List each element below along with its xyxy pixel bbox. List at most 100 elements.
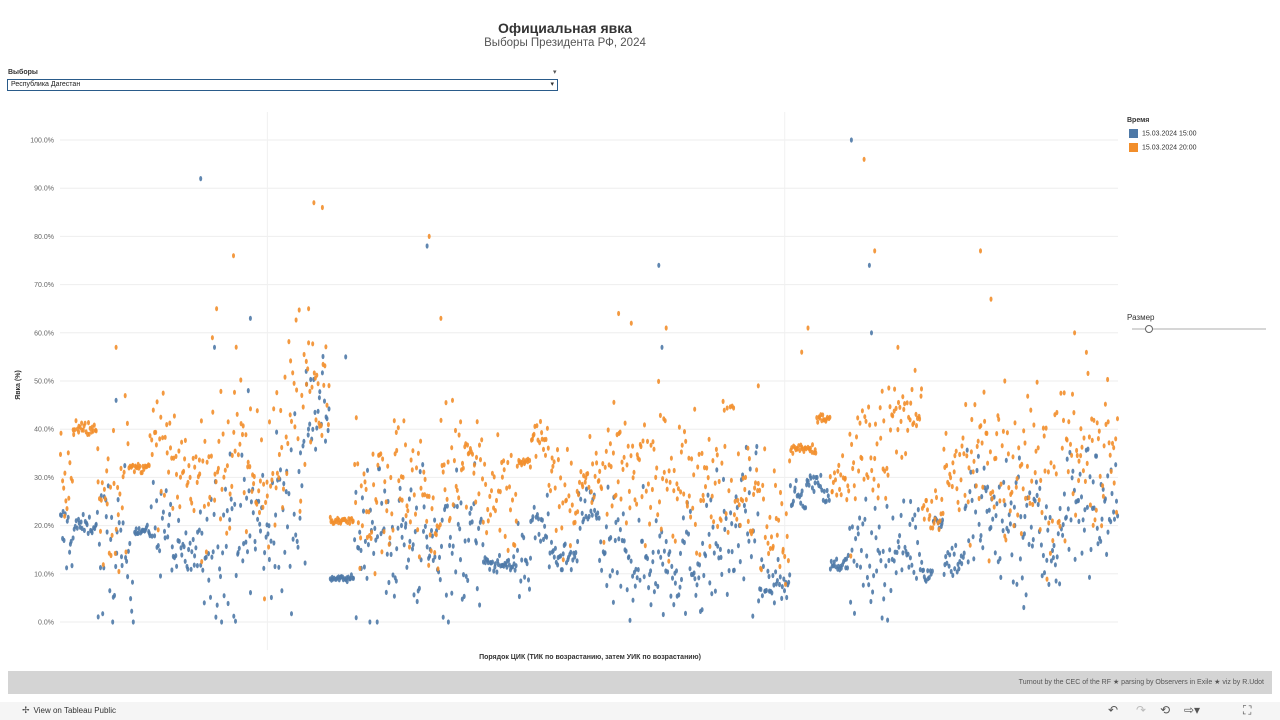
data-point	[814, 450, 818, 456]
data-point	[579, 496, 583, 502]
data-point	[359, 547, 363, 553]
data-point	[260, 437, 263, 443]
data-point	[433, 517, 437, 523]
data-point	[934, 488, 937, 494]
data-point	[761, 563, 765, 569]
data-point	[1091, 479, 1095, 485]
data-point	[582, 473, 586, 479]
data-point	[1039, 542, 1043, 548]
data-point	[359, 535, 363, 541]
data-point	[867, 582, 871, 588]
data-point	[760, 557, 764, 563]
data-point	[530, 436, 534, 442]
revert-icon[interactable]: ⟲	[1160, 703, 1171, 717]
data-point	[375, 499, 379, 505]
data-point	[392, 593, 396, 599]
data-point	[695, 550, 699, 556]
data-point	[597, 515, 601, 521]
data-point	[1115, 498, 1118, 504]
data-point	[122, 469, 126, 475]
legend-item-2000[interactable]: 15.03.2024 20:00	[1129, 143, 1197, 153]
fullscreen-icon[interactable]: ⛶	[1243, 703, 1252, 717]
legend-item-1500[interactable]: 15.03.2024 15:00	[1129, 129, 1197, 139]
data-point	[1089, 546, 1093, 553]
data-point	[525, 561, 529, 567]
data-point	[1057, 518, 1061, 524]
data-point	[1016, 512, 1020, 518]
data-point	[640, 494, 644, 500]
data-point	[75, 525, 79, 531]
data-point	[1099, 538, 1103, 544]
data-point	[267, 544, 271, 550]
data-point	[242, 476, 246, 482]
data-point	[742, 502, 746, 509]
data-point	[937, 526, 941, 533]
data-point	[189, 566, 193, 572]
data-point	[307, 340, 311, 346]
data-point	[904, 451, 908, 457]
data-point	[785, 533, 789, 539]
data-point	[908, 521, 912, 527]
data-point	[306, 432, 310, 438]
data-point	[701, 540, 705, 546]
data-point	[266, 531, 270, 537]
data-point	[469, 505, 473, 511]
data-point	[977, 521, 981, 527]
data-point	[631, 597, 635, 603]
data-point	[1041, 552, 1045, 559]
view-on-tableau-public-link[interactable]: ✢ View on Tableau Public	[22, 705, 116, 716]
y-tick-label: 60.0%	[34, 330, 54, 337]
data-point	[313, 409, 317, 415]
size-slider-handle[interactable]	[1145, 325, 1153, 333]
filter-menu-icon[interactable]: ▾	[553, 69, 557, 76]
data-point	[659, 526, 663, 532]
election-filter-select[interactable]: Республика Дагестан ▾	[7, 79, 558, 91]
data-point	[979, 248, 982, 254]
data-point	[621, 511, 625, 517]
data-point	[69, 538, 73, 544]
data-point	[362, 564, 366, 570]
data-point	[408, 538, 412, 544]
data-point	[356, 461, 360, 467]
data-point	[1070, 452, 1074, 458]
data-point	[911, 516, 915, 522]
data-point	[877, 524, 881, 530]
data-point	[529, 555, 532, 561]
data-point	[1044, 504, 1048, 510]
size-slider-track[interactable]	[1132, 328, 1266, 330]
data-point	[651, 549, 655, 555]
data-point	[85, 522, 89, 528]
data-point	[651, 559, 655, 565]
data-point	[229, 496, 233, 502]
data-point	[871, 487, 875, 493]
data-point	[944, 430, 948, 436]
redo-icon[interactable]: ↷	[1136, 703, 1147, 717]
data-point	[912, 420, 916, 426]
data-point	[92, 422, 96, 428]
data-point	[667, 558, 671, 564]
data-point	[556, 562, 560, 568]
share-icon[interactable]: ⇨▾	[1184, 703, 1201, 717]
data-point	[207, 454, 211, 460]
data-point	[284, 489, 288, 495]
data-point	[197, 527, 201, 533]
data-point	[475, 454, 478, 460]
data-point	[869, 455, 873, 461]
data-point	[273, 563, 277, 570]
data-point	[587, 513, 591, 519]
data-point	[261, 472, 265, 478]
data-point	[272, 540, 276, 546]
data-point	[909, 498, 913, 505]
data-point	[1067, 546, 1071, 552]
data-point	[119, 465, 123, 471]
data-point	[505, 564, 509, 570]
data-point	[258, 509, 261, 516]
data-point	[732, 405, 736, 411]
undo-icon[interactable]: ↶	[1108, 703, 1119, 717]
data-point	[114, 397, 118, 403]
data-point	[1040, 509, 1044, 516]
data-point	[396, 525, 400, 531]
data-point	[585, 486, 588, 492]
data-point	[312, 200, 316, 206]
data-point	[1047, 520, 1051, 526]
